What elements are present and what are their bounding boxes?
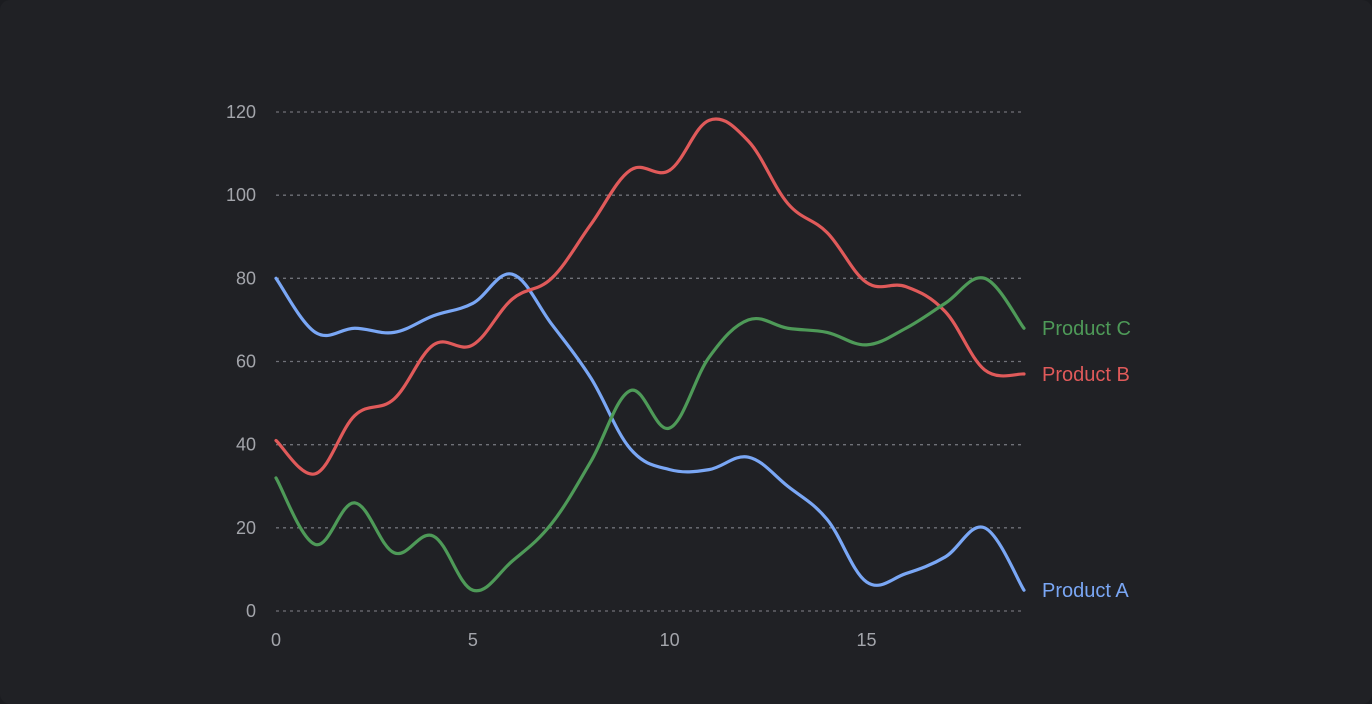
y-tick-label: 120 <box>226 102 256 122</box>
series-line-product-b <box>274 117 1026 476</box>
y-tick-label: 0 <box>246 601 256 621</box>
series-labels: Product A Product B Product C <box>1042 318 1131 602</box>
x-tick-label: 15 <box>857 630 877 650</box>
series-label-product-a: Product A <box>1042 580 1129 602</box>
x-tick-label: 0 <box>271 630 281 650</box>
x-tick-label: 5 <box>468 630 478 650</box>
series-label-product-c: Product C <box>1042 318 1131 340</box>
y-tick-label: 100 <box>226 185 256 205</box>
series-line-product-a <box>274 272 1026 592</box>
y-axis-ticks: 0 20 40 60 80 100 120 <box>226 102 256 621</box>
x-tick-label: 10 <box>660 630 680 650</box>
y-tick-label: 40 <box>236 435 256 455</box>
series-lines <box>274 117 1026 593</box>
series-line-product-c <box>274 276 1026 593</box>
y-tick-label: 80 <box>236 268 256 288</box>
series-label-product-b: Product B <box>1042 364 1130 386</box>
y-tick-label: 20 <box>236 518 256 538</box>
grid <box>276 111 1024 612</box>
x-axis-ticks: 0 5 10 15 <box>271 630 877 650</box>
y-tick-label: 60 <box>236 352 256 372</box>
